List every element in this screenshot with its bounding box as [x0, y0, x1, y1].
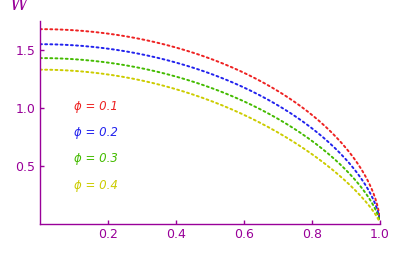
Text: ϕ = 0.3: ϕ = 0.3 — [74, 152, 118, 165]
Text: W: W — [10, 0, 28, 14]
Text: ϕ = 0.2: ϕ = 0.2 — [74, 126, 118, 139]
Text: ϕ = 0.1: ϕ = 0.1 — [74, 100, 118, 113]
Text: ϕ = 0.4: ϕ = 0.4 — [74, 179, 118, 191]
